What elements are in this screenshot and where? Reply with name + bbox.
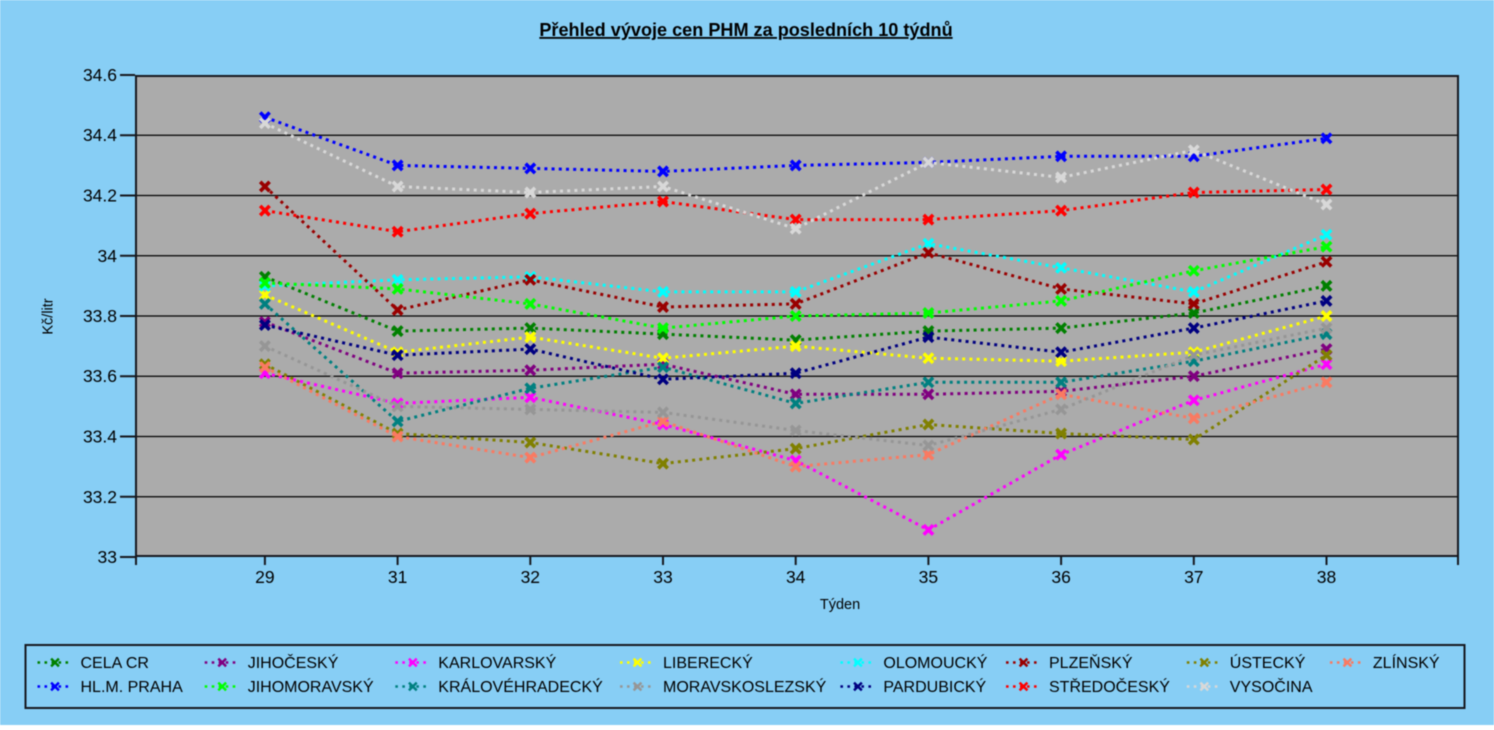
svg-text:PLZEŇSKÝ: PLZEŇSKÝ [1049, 653, 1133, 672]
svg-text:JIHOMORAVSKÝ: JIHOMORAVSKÝ [248, 677, 374, 696]
svg-text:33.6: 33.6 [83, 366, 117, 386]
svg-text:CELA CR: CELA CR [81, 655, 149, 672]
svg-text:KARLOVARSKÝ: KARLOVARSKÝ [438, 653, 556, 672]
svg-text:31: 31 [388, 567, 407, 587]
svg-text:34.4: 34.4 [83, 125, 117, 145]
svg-text:34: 34 [98, 246, 118, 266]
svg-text:JIHOČESKÝ: JIHOČESKÝ [248, 653, 339, 672]
svg-text:OLOMOUCKÝ: OLOMOUCKÝ [883, 653, 987, 672]
svg-text:VYSOČINA: VYSOČINA [1230, 677, 1313, 696]
svg-text:36: 36 [1051, 567, 1070, 587]
svg-text:33.2: 33.2 [83, 487, 117, 507]
svg-text:ÚSTECKÝ: ÚSTECKÝ [1230, 653, 1306, 672]
svg-text:34.2: 34.2 [83, 186, 117, 206]
svg-text:MORAVSKOSLEZSKÝ: MORAVSKOSLEZSKÝ [663, 677, 827, 696]
svg-text:PARDUBICKÝ: PARDUBICKÝ [883, 677, 986, 696]
svg-text:Týden: Týden [820, 597, 860, 613]
svg-text:Kč/litr: Kč/litr [41, 298, 57, 334]
svg-text:32: 32 [521, 567, 540, 587]
svg-text:33: 33 [98, 547, 117, 567]
svg-text:ZLÍNSKÝ: ZLÍNSKÝ [1373, 653, 1440, 672]
svg-text:34.6: 34.6 [83, 65, 117, 85]
svg-text:38: 38 [1317, 567, 1336, 587]
svg-text:KRÁLOVÉHRADECKÝ: KRÁLOVÉHRADECKÝ [438, 677, 603, 696]
svg-text:HL.M. PRAHA: HL.M. PRAHA [81, 679, 184, 696]
svg-text:34: 34 [786, 567, 806, 587]
svg-text:33.8: 33.8 [83, 306, 117, 326]
svg-text:37: 37 [1184, 567, 1203, 587]
svg-text:33: 33 [653, 567, 672, 587]
svg-text:35: 35 [919, 567, 938, 587]
svg-text:33.4: 33.4 [83, 427, 117, 447]
svg-text:LIBERECKÝ: LIBERECKÝ [663, 653, 753, 672]
svg-text:STŘEDOČESKÝ: STŘEDOČESKÝ [1049, 677, 1170, 696]
svg-text:29: 29 [255, 567, 274, 587]
svg-text:Přehled vývoje cen PHM za posl: Přehled vývoje cen PHM za posledních 10 … [539, 20, 952, 40]
